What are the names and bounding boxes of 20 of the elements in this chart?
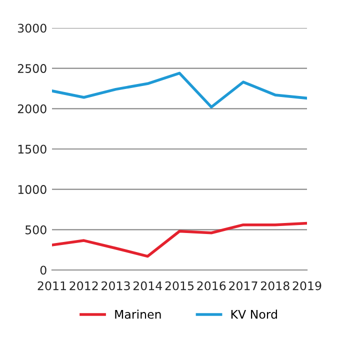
y-tick-label: 500 (26, 225, 46, 234)
y-tick-label: 0 (40, 266, 46, 275)
y-tick-label: 1500 (18, 144, 46, 154)
y-tick-label: 3000 (18, 24, 46, 33)
line-series (52, 222, 307, 258)
x-tick-label: 2013 (102, 281, 130, 290)
legend-label: KV Nord (231, 310, 277, 319)
legend-label: Marinen (115, 310, 161, 319)
x-tick-label: 2018 (260, 281, 290, 290)
y-tick-label: 2500 (18, 64, 46, 73)
x-tick-label: 2016 (197, 281, 226, 290)
line-series (52, 72, 307, 108)
y-tick-label: 1000 (18, 185, 46, 194)
x-tick-label: 2014 (133, 281, 162, 290)
x-tick-label: 2011 (38, 281, 66, 290)
x-tick-label: 2012 (70, 281, 98, 290)
x-tick-label: 2015 (165, 281, 194, 290)
x-tick-label: 2017 (229, 281, 258, 290)
y-tick-label: 2000 (18, 104, 46, 114)
x-tick-label: 2019 (292, 281, 322, 290)
